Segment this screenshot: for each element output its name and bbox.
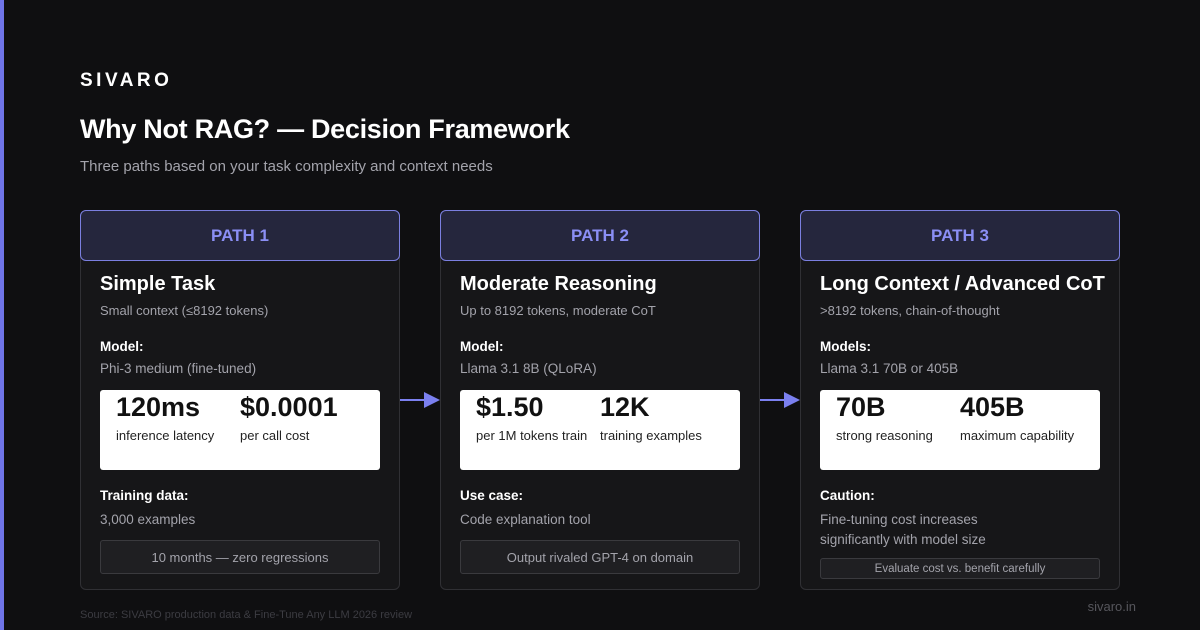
section-text: 3,000 examples	[100, 512, 196, 527]
stats-box: 120ms inference latency $0.0001 per call co…	[100, 390, 380, 470]
stat-label: per call cost	[240, 428, 310, 443]
stat-label: strong reasoning	[836, 428, 933, 443]
path-card: PATH 1 Simple Task Small context (≤8192 to…	[80, 210, 400, 590]
path-label: PATH 2	[440, 210, 760, 261]
stat-value: 12K	[600, 392, 650, 422]
path-label: PATH 3	[800, 210, 1120, 261]
stat-label: per 1M tokens train	[476, 428, 588, 443]
model-label: Model:	[460, 339, 504, 354]
accent-bar	[0, 0, 4, 630]
arrow-icon	[400, 392, 440, 408]
note: Evaluate cost vs. benefit carefully	[820, 558, 1100, 579]
path-title: Long Context / Advanced CoT	[820, 273, 1105, 295]
stats-box: $1.50 per 1M tokens train 12K training exam…	[460, 390, 740, 470]
path-title: Moderate Reasoning	[460, 273, 657, 295]
model: Phi-3 medium (fine-tuned)	[100, 361, 257, 376]
stat-label: maximum capability	[960, 428, 1075, 443]
section-text: Code explanation tool	[460, 512, 591, 527]
path-card: PATH 3 Long Context / Advanced CoT >8192 t…	[800, 210, 1120, 590]
path-card: PATH 2 Moderate Reasoning Up to 8192 token…	[440, 210, 760, 590]
subtitle: Three paths based on your task complexit…	[80, 158, 493, 175]
model-label: Model:	[100, 339, 144, 354]
section-label: Caution:	[820, 488, 875, 503]
source: Source: SIVARO production data & Fine-Tu…	[80, 609, 413, 621]
section-text: Fine-tuning cost increases significantly…	[820, 512, 986, 547]
path-title: Simple Task	[100, 273, 216, 295]
stat-value: 120ms	[116, 392, 201, 422]
section-label: Training data:	[100, 488, 189, 503]
stats-box: 70B strong reasoning 405B maximum capabilit…	[820, 390, 1100, 470]
arrow-icon	[760, 392, 800, 408]
section-label: Use case:	[460, 488, 524, 503]
path-subtitle: >8192 tokens, chain-of-thought	[820, 303, 1000, 318]
title: Why Not RAG? — Decision Framework	[80, 114, 570, 144]
note: Output rivaled GPT-4 on domain	[460, 540, 740, 574]
note: 10 months — zero regressions	[100, 540, 380, 574]
path-subtitle: Small context (≤8192 tokens)	[100, 303, 269, 318]
brand: SIVARO	[80, 70, 173, 91]
model: Llama 3.1 70B or 405B	[820, 361, 959, 376]
stat-label: inference latency	[116, 428, 215, 443]
stat-value: 70B	[836, 392, 886, 422]
arrow	[400, 390, 440, 410]
model: Llama 3.1 8B (QLoRA)	[460, 361, 597, 376]
stat-value: $0.0001	[240, 392, 338, 422]
arrow	[760, 390, 800, 410]
path-subtitle: Up to 8192 tokens, moderate CoT	[460, 303, 656, 318]
model-label: Models:	[820, 339, 872, 354]
stat-value: 405B	[960, 392, 1025, 422]
path-label: PATH 1	[80, 210, 400, 261]
stat-value: $1.50	[476, 392, 544, 422]
url: sivaro.in	[1087, 599, 1136, 614]
stat-label: training examples	[600, 428, 702, 443]
